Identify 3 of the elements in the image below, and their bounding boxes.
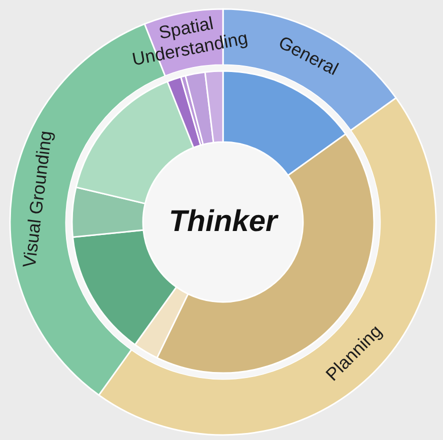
text: Thinker [168, 205, 280, 238]
slice-label: Spatial Understanding [130, 13, 250, 70]
slice-label: Visual Grounding [19, 130, 56, 269]
